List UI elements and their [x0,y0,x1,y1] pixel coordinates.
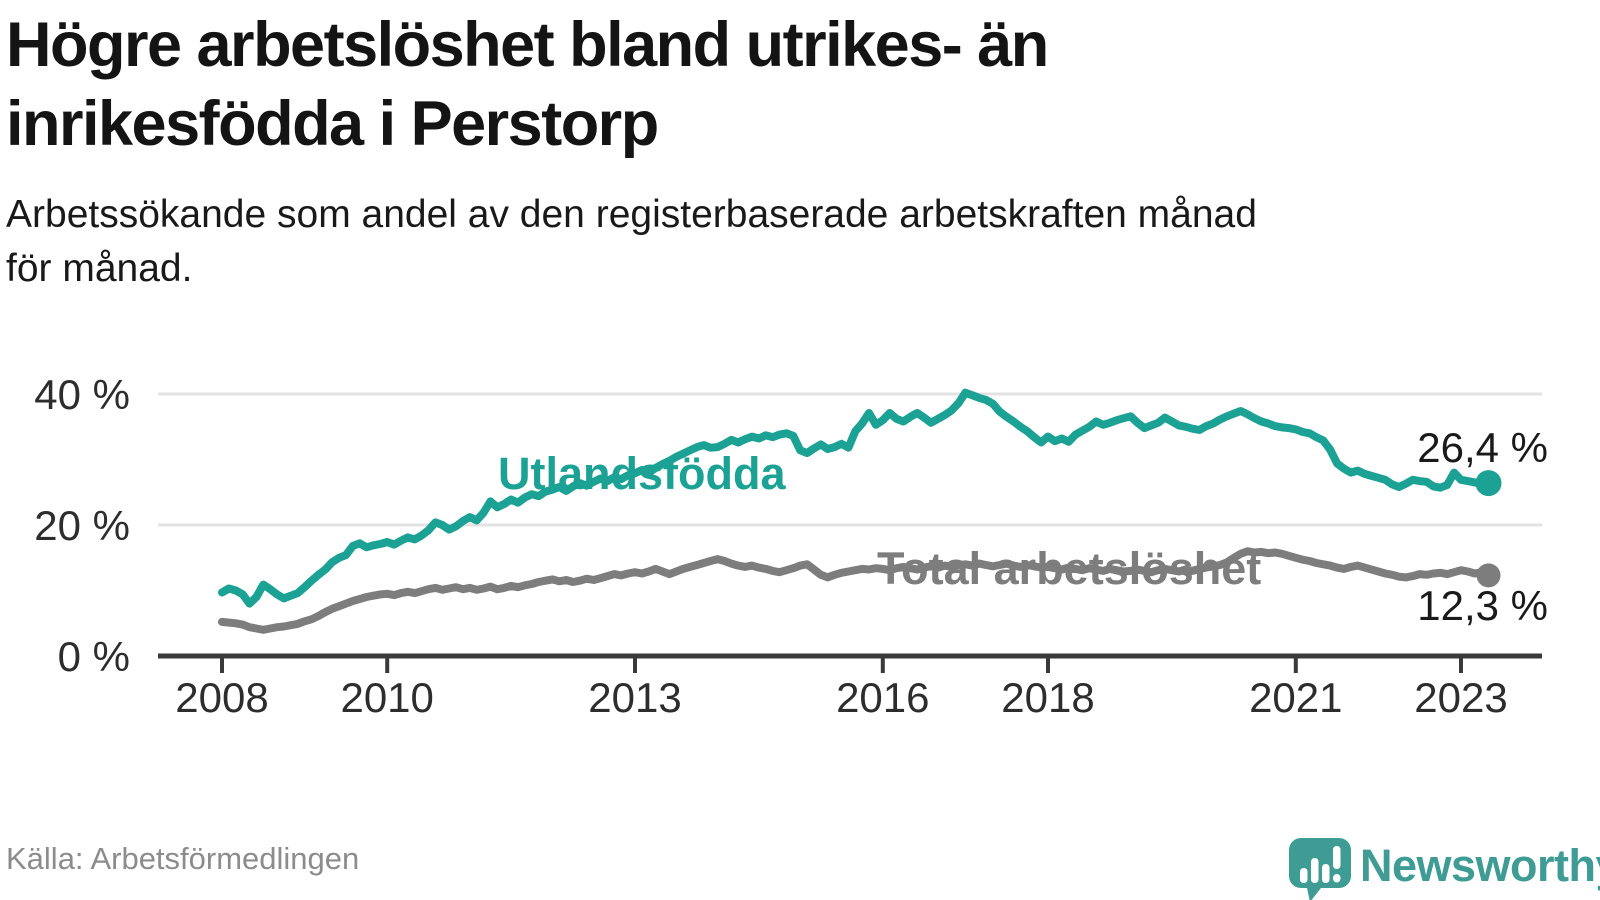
x-tick-label: 2010 [340,674,433,721]
y-tick-label: 40 % [34,371,130,418]
x-tick-label: 2018 [1001,674,1094,721]
x-tick-label: 2013 [588,674,681,721]
series-label-utlandsfodda: Utlandsfödda [498,448,786,499]
end-value-label-utlandsfodda: 26,4 % [1417,424,1548,471]
speech-bubble-bar-chart-icon [1289,838,1351,900]
y-tick-label: 20 % [34,502,130,549]
newsworthy-logo-text: Newsworthy [1360,840,1600,891]
series-end-dot-total-arbetsloshet [1476,563,1501,588]
x-tick-label: 2008 [175,674,268,721]
series-label-total-arbetsloshet: Total arbetslöshet [877,543,1261,594]
series-line-utlandsfodda [218,388,1493,608]
chart-series-layer [218,388,1502,634]
end-value-label-total-arbetsloshet: 12,3 % [1417,582,1548,629]
series-line-total-arbetsloshet [218,547,1493,634]
chart-axis-labels-layer: 0 % 20 % 40 % 2008 2010 2013 2016 2018 2021 2023 [34,371,1507,721]
source-attribution: Källa: Arbetsförmedlingen [6,841,360,876]
x-tick-label: 2021 [1249,674,1342,721]
page-title: Högre arbetslöshet bland utrikes- än inr… [6,10,1049,160]
page-subtitle: Arbetssökande som andel av den registerb… [6,193,1257,290]
x-tick-label: 2023 [1414,674,1507,721]
x-tick-label: 2016 [836,674,929,721]
y-tick-label: 0 % [58,633,130,680]
newsworthy-logo: Newsworthy [1289,838,1600,900]
series-end-dot-utlandsfodda [1475,470,1502,497]
chart-grid-layer [158,392,1542,673]
